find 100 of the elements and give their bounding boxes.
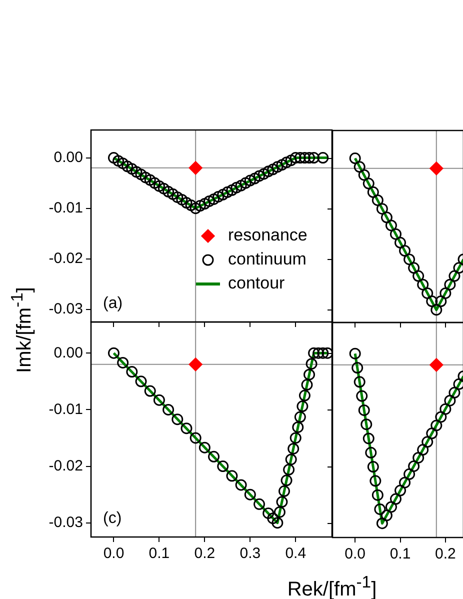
- point: [222, 186, 234, 198]
- point: [190, 202, 202, 214]
- point: [240, 177, 252, 189]
- point: [294, 411, 306, 423]
- point: [185, 200, 197, 212]
- point: [194, 200, 206, 212]
- point: [389, 492, 401, 504]
- point: [253, 498, 265, 510]
- point: [294, 152, 306, 164]
- x-tick-label: 0.1: [148, 545, 170, 562]
- point: [366, 186, 378, 198]
- x-tick-label: 0.1: [389, 545, 410, 562]
- point: [351, 362, 363, 374]
- point: [369, 474, 381, 486]
- point: [290, 432, 302, 444]
- point: [444, 278, 456, 290]
- point: [389, 228, 401, 240]
- point: [244, 174, 256, 186]
- point: [278, 485, 290, 497]
- point: [198, 198, 210, 210]
- point: [384, 219, 396, 231]
- y-tick-label: -0.01: [48, 199, 83, 216]
- point: [317, 152, 329, 164]
- annotation: (a): [103, 295, 123, 312]
- point: [130, 166, 142, 178]
- point: [230, 182, 242, 194]
- point: [429, 358, 443, 372]
- point: [262, 507, 274, 519]
- point: [262, 166, 274, 178]
- point: [126, 163, 138, 175]
- point: [412, 270, 424, 282]
- point: [112, 155, 124, 167]
- point: [148, 177, 160, 189]
- point: [353, 376, 365, 388]
- point: [285, 154, 297, 166]
- point: [272, 161, 284, 173]
- point: [188, 358, 202, 372]
- point: [217, 188, 229, 200]
- point: [108, 347, 120, 359]
- point: [304, 152, 316, 164]
- point: [272, 517, 284, 529]
- point: [398, 476, 410, 488]
- point: [226, 184, 238, 196]
- point: [208, 450, 220, 462]
- point: [403, 468, 415, 480]
- point: [280, 474, 292, 486]
- point: [304, 368, 316, 380]
- point: [429, 161, 443, 175]
- point: [244, 488, 256, 500]
- point: [153, 180, 165, 192]
- y-tick-label: -0.02: [48, 250, 83, 267]
- legend-label: continuum: [228, 250, 306, 269]
- point: [140, 172, 152, 184]
- point: [298, 152, 310, 164]
- x-tick-label: 0.2: [194, 545, 216, 562]
- point: [353, 160, 365, 172]
- point: [348, 347, 360, 359]
- y-tick-label: 0.00: [54, 148, 83, 166]
- point: [356, 390, 368, 402]
- point: [283, 464, 295, 476]
- point: [158, 182, 170, 194]
- point: [376, 202, 388, 214]
- y-tick-label: -0.03: [48, 514, 83, 531]
- point: [308, 347, 320, 359]
- point: [380, 509, 392, 521]
- point: [153, 394, 165, 406]
- point: [203, 195, 215, 207]
- point: [117, 356, 129, 368]
- point: [426, 427, 438, 439]
- point: [394, 484, 406, 496]
- point: [412, 451, 424, 463]
- point: [253, 170, 265, 182]
- point: [212, 190, 224, 202]
- point: [322, 347, 332, 359]
- point: [190, 432, 202, 444]
- y-tick-label: 0.00: [54, 344, 83, 362]
- point: [362, 432, 374, 444]
- point: [416, 278, 428, 290]
- point: [434, 295, 446, 307]
- point: [296, 400, 308, 412]
- y-tick-label: -0.01: [48, 400, 83, 418]
- point: [312, 347, 324, 359]
- point: [358, 168, 370, 180]
- point: [288, 442, 300, 454]
- x-tick-label: 0.4: [285, 545, 306, 562]
- point: [285, 454, 297, 466]
- x-tick-label: 0.3: [240, 545, 261, 562]
- point: [448, 386, 460, 398]
- point: [358, 404, 370, 416]
- legend-label: contour: [228, 274, 286, 293]
- point: [434, 410, 446, 422]
- point: [276, 496, 288, 508]
- point: [384, 500, 396, 512]
- point: [267, 512, 279, 524]
- point: [108, 152, 120, 164]
- point: [308, 152, 320, 164]
- point: [135, 376, 147, 388]
- point: [122, 160, 134, 172]
- point: [162, 404, 174, 416]
- point: [421, 286, 433, 298]
